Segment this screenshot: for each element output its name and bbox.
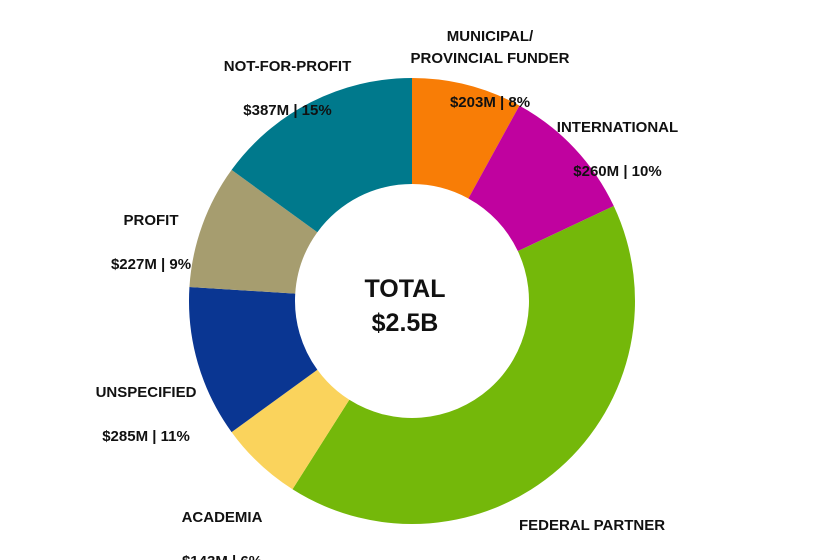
segment-label: NOT-FOR-PROFIT <box>223 58 352 75</box>
segment-callout-municipal-provincial-funder: MUNICIPAL/ PROVINCIAL FUNDER $203M | 8% <box>375 4 605 136</box>
segment-callout-federal-partner: FEDERAL PARTNER $1035M | 41% <box>482 493 702 560</box>
segment-label: UNSPECIFIED <box>95 384 197 401</box>
segment-callout-not-for-profit: NOT-FOR-PROFIT $387M | 15% <box>185 34 390 144</box>
donut-segment-municipal- <box>412 78 520 199</box>
segment-value: $227M | 9% <box>110 256 192 273</box>
donut-segment-international <box>468 105 614 252</box>
segment-label: INTERNATIONAL <box>556 119 679 136</box>
segment-callout-academia: ACADEMIA $143M | 6% <box>132 485 312 560</box>
segment-value: $285M | 11% <box>102 428 190 445</box>
segment-label: FEDERAL PARTNER <box>518 517 666 534</box>
donut-center-total: TOTAL $2.5B <box>305 272 505 340</box>
donut-segment-not-for-profit <box>231 78 412 233</box>
segment-value: $203M | 8% <box>449 94 531 111</box>
segment-callout-profit: PROFIT $227M | 9% <box>76 188 226 298</box>
segment-value: $387M | 15% <box>243 102 332 119</box>
segment-callout-unspecified: UNSPECIFIED $285M | 11% <box>61 360 231 470</box>
segment-label: MUNICIPAL/ PROVINCIAL FUNDER <box>410 28 570 67</box>
donut-segment-academia <box>231 369 350 490</box>
donut-segment-unspecified <box>188 286 318 433</box>
segment-value: $143M | 6% <box>132 551 312 560</box>
donut-segment-profit <box>189 169 318 294</box>
segment-label: PROFIT <box>123 212 179 229</box>
donut-segment-federal-partner <box>292 206 635 525</box>
segment-value: $260M | 10% <box>573 163 662 180</box>
segment-label: ACADEMIA <box>181 509 263 526</box>
segment-callout-international: INTERNATIONAL $260M | 10% <box>520 95 715 205</box>
total-value: $2.5B <box>371 309 439 337</box>
total-title: TOTAL <box>364 275 446 303</box>
